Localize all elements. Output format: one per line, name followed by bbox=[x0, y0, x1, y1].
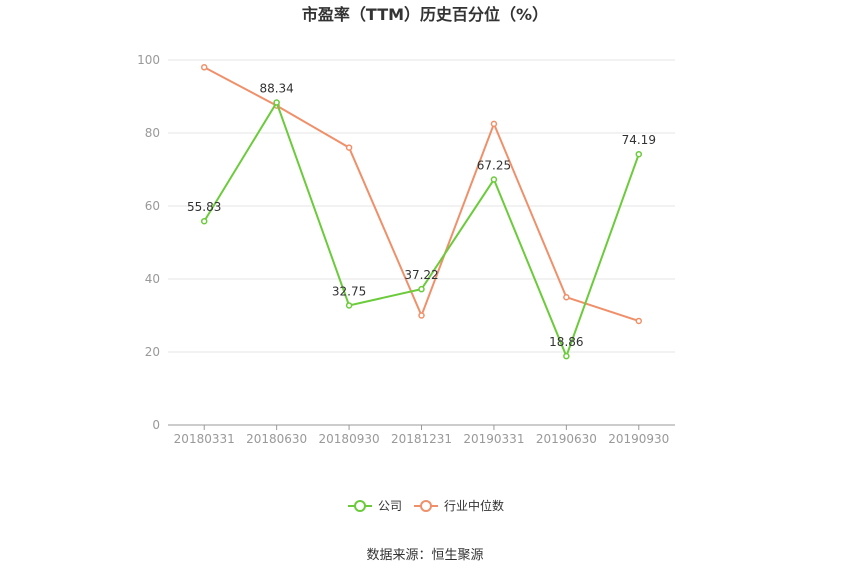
grid bbox=[168, 59, 675, 353]
x-tick-label: 20190930 bbox=[608, 432, 669, 446]
legend-swatch-marker bbox=[354, 500, 366, 512]
series-layer: 55.83 88.34 32.75 37.22 67.25 18.86 74.19 bbox=[187, 64, 656, 360]
data-label: 37.22 bbox=[404, 268, 438, 282]
data-point[interactable] bbox=[345, 144, 353, 151]
y-axis: 0 20 40 60 80 100 bbox=[137, 53, 160, 432]
data-label: 55.83 bbox=[187, 200, 221, 214]
x-tick-label: 20180331 bbox=[174, 432, 235, 446]
data-point[interactable] bbox=[635, 317, 643, 325]
x-tick-label: 20180930 bbox=[319, 432, 380, 446]
data-point[interactable] bbox=[563, 294, 570, 301]
source-note: 数据来源：恒生聚源 bbox=[366, 548, 483, 563]
legend-label: 公司 bbox=[378, 499, 402, 513]
data-point[interactable] bbox=[635, 150, 643, 158]
chart-title: 市盈率（TTM）历史百分位（%） bbox=[302, 5, 548, 24]
series-1 bbox=[200, 64, 643, 325]
y-tick-label: 60 bbox=[145, 199, 160, 213]
data-point[interactable] bbox=[200, 217, 208, 225]
legend[interactable]: 公司 行业中位数 bbox=[348, 498, 504, 513]
y-tick-label: 80 bbox=[145, 126, 160, 140]
data-point[interactable] bbox=[490, 176, 498, 183]
y-tick-label: 100 bbox=[137, 53, 160, 67]
y-tick-label: 20 bbox=[145, 345, 160, 359]
legend-label: 行业中位数 bbox=[444, 498, 504, 513]
data-label: 88.34 bbox=[259, 82, 293, 96]
data-label: 74.19 bbox=[622, 133, 656, 147]
y-tick-label: 40 bbox=[145, 272, 160, 286]
legend-item-1[interactable]: 行业中位数 bbox=[414, 498, 504, 513]
data-point[interactable] bbox=[418, 312, 425, 319]
series-0 bbox=[200, 99, 643, 360]
y-tick-label: 0 bbox=[152, 418, 160, 432]
x-tick-label: 20180630 bbox=[246, 432, 307, 446]
data-point[interactable] bbox=[563, 352, 570, 360]
data-label: 32.75 bbox=[332, 284, 366, 298]
series-line bbox=[203, 66, 640, 322]
data-point[interactable] bbox=[345, 302, 353, 309]
data-point[interactable] bbox=[490, 120, 498, 128]
data-point[interactable] bbox=[418, 285, 425, 293]
data-point[interactable] bbox=[273, 99, 280, 106]
data-label: 67.25 bbox=[477, 159, 511, 173]
data-label: 18.86 bbox=[549, 335, 583, 349]
legend-item-0[interactable]: 公司 bbox=[348, 499, 402, 513]
x-tick-label: 20190331 bbox=[463, 432, 524, 446]
legend-swatch-marker bbox=[420, 500, 432, 512]
x-tick-label: 20181231 bbox=[391, 432, 452, 446]
data-point[interactable] bbox=[200, 64, 208, 71]
x-axis: 20180331 20180630 20180930 20181231 20190331… bbox=[168, 424, 675, 446]
x-tick-label: 20190630 bbox=[536, 432, 597, 446]
